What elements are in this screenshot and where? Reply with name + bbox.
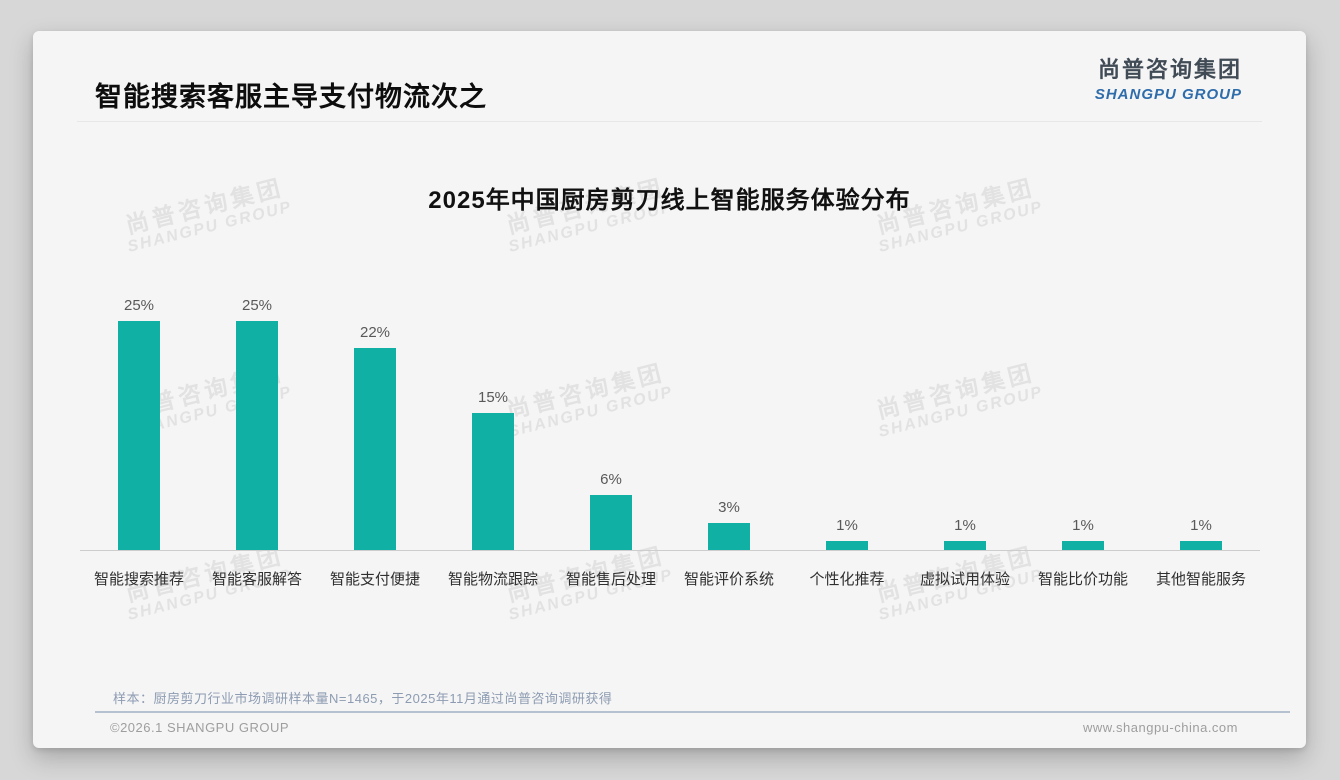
bar-value-label: 6% [600,471,622,488]
bar-value-label: 1% [1190,517,1212,534]
bar-slot: 1% [906,280,1024,550]
category-label: 虚拟试用体验 [919,571,1010,588]
category-label: 其他智能服务 [1155,571,1246,588]
report-card: 尚普咨询集团 SHANGPU GROUP 尚普咨询集团 SHANGPU GROUP 尚普… [33,31,1306,748]
bar-value-label: 25% [123,297,155,314]
sample-note: 样本：厨房剪刀行业市场调研样本量N=1465，于2025年11月通过尚普咨询调研… [113,691,613,706]
logo-chinese-text: 尚普咨询集团 [1097,57,1242,82]
bar [236,321,278,550]
bar-slot: 22% [316,280,434,550]
bar [708,523,750,550]
bar-slot: 15% [434,280,552,550]
category-label: 智能客服解答 [211,571,302,588]
bar [118,321,160,550]
bar-slot: 6% [552,280,670,550]
bar [472,413,514,550]
bar-value-label: 25% [241,297,273,314]
bar-value-label: 15% [477,389,509,406]
footer: ©2026.1 SHANGPU GROUP www.shangpu-china.… [110,720,1238,735]
bar-slot: 1% [788,280,906,550]
x-axis-line [80,550,1260,551]
bar-value-label: 22% [359,324,391,341]
card-content: 智能搜索客服主导支付物流次之 尚普咨询集团 SHANGPU GROUP 2025… [33,31,1306,748]
category-label: 智能支付便捷 [329,571,420,588]
logo-english-text: SHANGPU GROUP [1094,86,1242,103]
bar-value-label: 1% [836,517,858,534]
bar-value-label: 1% [954,517,976,534]
category-label: 智能物流跟踪 [447,571,538,588]
bar-value-label: 3% [718,499,740,516]
bar-plot: 25% 25% 22% 15% 6% 3% 1% 1% 1% 1% [80,280,1260,550]
bar-slot: 25% [198,280,316,550]
bar-slot: 25% [80,280,198,550]
category-label: 智能搜索推荐 [93,571,184,588]
bar-slot: 1% [1142,280,1260,550]
header-divider [77,121,1262,122]
footer-divider [95,711,1290,713]
copyright-text: ©2026.1 SHANGPU GROUP [110,720,290,735]
category-label: 个性化推荐 [809,571,885,588]
bar-slot: 1% [1024,280,1142,550]
company-logo: 尚普咨询集团 SHANGPU GROUP [1095,52,1242,103]
category-row: 智能搜索推荐 智能客服解答 智能支付便捷 智能物流跟踪 智能售后处理 智能评价系统 个性化推… [80,562,1260,589]
chart-title: 2025年中国厨房剪刀线上智能服务体验分布 [428,187,911,214]
bar [826,541,868,550]
category-label: 智能评价系统 [683,571,774,588]
bar [590,495,632,550]
category-label: 智能售后处理 [565,571,656,588]
bar [944,541,986,550]
bar [354,348,396,550]
page-title: 智能搜索客服主导支付物流次之 [95,82,487,112]
bar [1180,541,1222,550]
category-label: 智能比价功能 [1037,571,1128,588]
bar-slot: 3% [670,280,788,550]
bar [1062,541,1104,550]
bar-value-label: 1% [1072,517,1094,534]
website-url: www.shangpu-china.com [1082,720,1238,735]
